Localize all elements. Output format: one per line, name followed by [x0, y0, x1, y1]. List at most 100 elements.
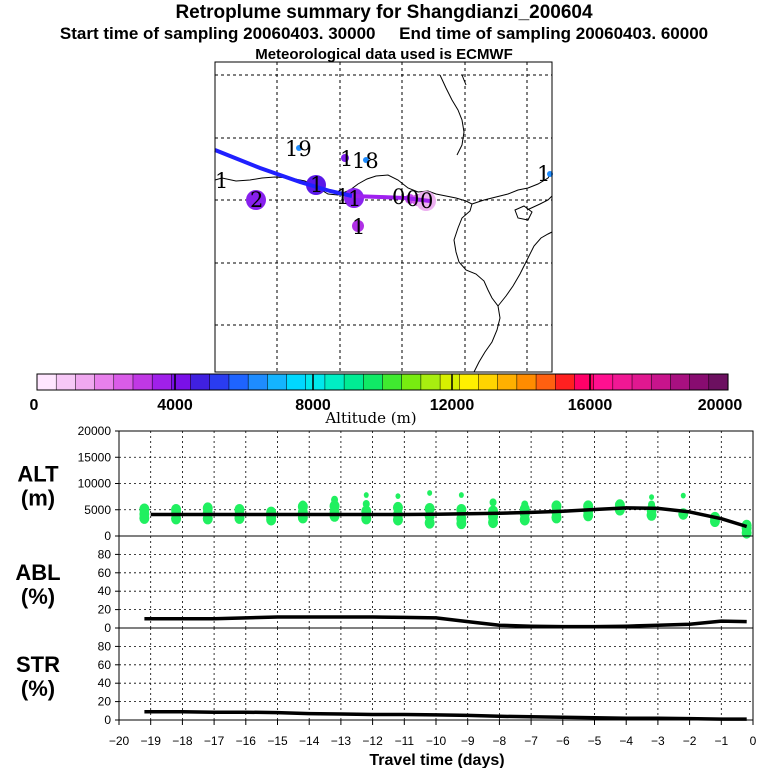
particle-point [521, 500, 529, 509]
colorbar-cell [113, 373, 134, 391]
map-label: 0 [420, 189, 433, 213]
colorbar-tick-label: 16000 [568, 397, 613, 414]
particle-point [488, 505, 499, 518]
x-tick-label: −16 [236, 734, 257, 748]
y-tick-label: 80 [98, 547, 112, 561]
chart-title: Retroplume summary for Shangdianzi_20060… [175, 2, 593, 23]
colorbar-tick-label: 12000 [430, 397, 475, 414]
colorbar-tick-labels: 0 4000 8000 12000 16000 20000 [30, 397, 743, 414]
map-label: 1 [336, 185, 349, 209]
colorbar-cells [36, 373, 729, 391]
coastline-path [497, 231, 553, 307]
colorbar-cell [286, 373, 307, 391]
y-tick-label: 40 [98, 584, 112, 598]
particle-point [551, 500, 562, 512]
y-tick-label: 80 [98, 639, 112, 653]
x-axis-title: Travel time (days) [369, 752, 504, 768]
particle-point [680, 492, 686, 499]
panel-abl: 0 20 40 60 80 ABL(%) [15, 535, 754, 635]
particle-point [649, 494, 655, 501]
x-tick-label: −8 [493, 734, 507, 748]
colorbar-tick-label: 8000 [295, 397, 331, 414]
particle-point [266, 506, 277, 519]
particle-point [427, 490, 433, 496]
colorbar-cell [670, 373, 691, 391]
particle-point [392, 501, 403, 514]
colorbar-major-ticks [174, 374, 591, 390]
map-label: 2 [250, 188, 263, 212]
x-tick-label: −2 [683, 734, 697, 748]
particle-point [456, 512, 467, 525]
colorbar-cell [612, 373, 633, 391]
colorbar-cell [478, 373, 499, 391]
colorbar-cell [75, 373, 96, 391]
colorbar-cell [94, 373, 115, 391]
plume-marker [352, 220, 364, 232]
map-label: 1 [348, 187, 361, 211]
y-tick-label: 60 [98, 658, 112, 672]
y-tick-label: 0 [104, 529, 111, 543]
colorbar-cell [228, 373, 249, 391]
colorbar-cell [593, 373, 614, 391]
colorbar-cell [324, 373, 345, 391]
time-series-panels: 05000100001500020000ALT(m)020406080ABL(%… [15, 424, 756, 748]
coastline-path [214, 174, 501, 373]
met-data-label: Meteorological data used is ECMWF [255, 46, 513, 63]
x-tick-label: −11 [395, 734, 415, 748]
coastline [214, 74, 553, 373]
particle-point [458, 492, 464, 498]
x-tick-label: −9 [461, 734, 475, 748]
x-tick-label: −17 [204, 734, 225, 748]
y-tick-label: 20000 [78, 424, 112, 438]
coastline-path [471, 171, 553, 205]
x-tick-label: −4 [619, 734, 633, 748]
particle-point [329, 500, 340, 512]
x-tick-label: −19 [141, 734, 162, 748]
colorbar-title: Altitude (m) [324, 409, 416, 427]
particle-point [362, 499, 370, 508]
colorbar-cell [497, 373, 518, 391]
y-tick-label: 10000 [78, 477, 112, 491]
x-tick-label: −18 [172, 734, 193, 748]
map-label: 0 [392, 185, 405, 209]
map-label: 1 [310, 173, 323, 197]
colorbar-cell [151, 373, 172, 391]
particle-point [299, 500, 307, 509]
particle-point [363, 492, 369, 498]
map-label: 19 [285, 137, 312, 161]
map-label: 1 [352, 215, 365, 239]
map-labels: 19 18 1 2 1 1 1 1 0 0 0 1 1 [215, 137, 550, 239]
colorbar-cell [305, 373, 326, 391]
colorbar-cell [650, 373, 671, 391]
plume-marker [363, 157, 369, 163]
x-tick-label: −20 [109, 734, 130, 748]
y-tick-label: 20 [98, 603, 112, 617]
y-axis-label: (%) [21, 676, 55, 701]
plume-marker [246, 190, 266, 210]
colorbar-cell [209, 373, 230, 391]
particle-point [424, 502, 435, 515]
colorbar-cell [516, 373, 537, 391]
colorbar-cell [420, 373, 441, 391]
y-axis-label: (m) [21, 486, 55, 511]
x-tick-label: 0 [750, 734, 757, 748]
map-label: 1 [537, 162, 550, 186]
colorbar-cell [132, 373, 153, 391]
coastline-path [526, 195, 553, 211]
colorbar-cell [535, 373, 556, 391]
plume-marker [296, 145, 302, 151]
y-axis-label: (%) [21, 584, 55, 609]
colorbar-cell [343, 373, 364, 391]
colorbar-cell [689, 373, 710, 391]
x-tick-label: −6 [556, 734, 570, 748]
colorbar-cell [459, 373, 480, 391]
plume-marker [341, 154, 349, 162]
colorbar-cell [190, 373, 211, 391]
particle-point [648, 500, 656, 509]
map-label: 18 [352, 149, 379, 173]
bay-outline [514, 205, 533, 221]
y-tick-label: 0 [104, 621, 111, 635]
colorbar-frame [36, 373, 729, 391]
colorbar-tick-label: 4000 [157, 397, 193, 414]
